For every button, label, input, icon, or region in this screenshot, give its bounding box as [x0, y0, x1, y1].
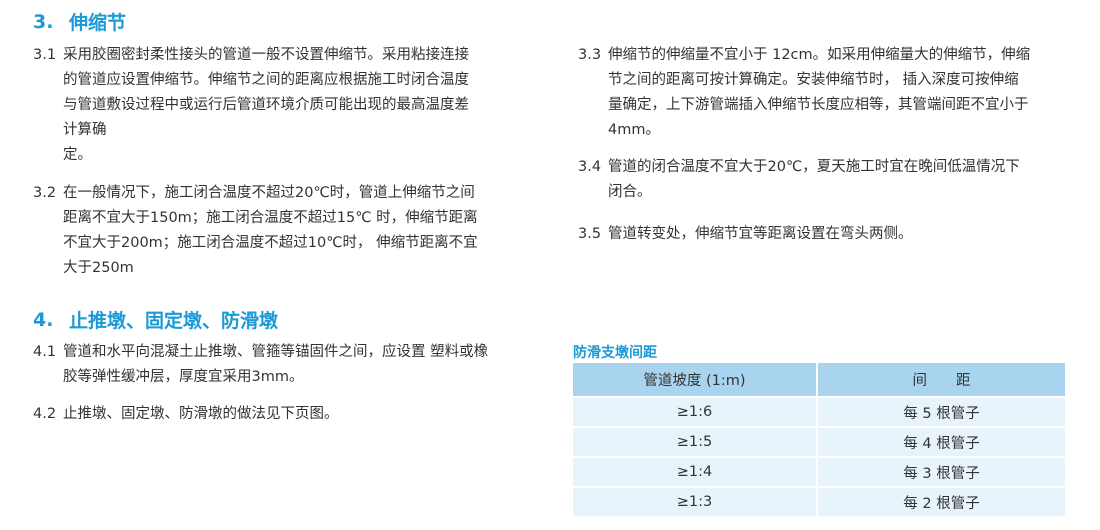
clause-text: 管道和水平向混凝土止推墩、管箍等锚固件之间，应设置 塑料或橡 胶等弹性缓冲层，厚度…: [63, 340, 488, 390]
anti-slip-pier-spacing-table: 管道坡度 (1:m) 间 距 ≥1:6 每 5 根管子 ≥1:5 每 4 根管子 ≥…: [571, 361, 1067, 518]
clause-number: 4.2: [33, 406, 57, 422]
clause-3-5: 3.5 管道转变处，伸缩节宜等距离设置在弯头两侧。: [578, 222, 913, 247]
text-line: 的管道应设置伸缩节。伸缩节之间的距离应根据施工时闭合温度: [63, 72, 469, 88]
clause-4-2: 4.2 止推墩、固定墩、防滑墩的做法见下页图。: [33, 402, 339, 427]
section-4-heading: 4. 止推墩、固定墩、防滑墩: [33, 306, 278, 333]
text-line: 管道和水平向混凝土止推墩、管箍等锚固件之间，应设置 塑料或橡: [63, 344, 489, 360]
clause-3-2: 3.2 在一般情况下，施工闭合温度不超过20℃时，管道上伸缩节之间 距离不宜大于15…: [33, 181, 478, 281]
clause-number: 3.3: [578, 47, 602, 63]
clause-text: 管道转变处，伸缩节宜等距离设置在弯头两侧。: [608, 222, 913, 247]
text-line: 止推墩、固定墩、防滑墩的做法见下页图。: [63, 406, 339, 422]
table-row: ≥1:3 每 2 根管子: [573, 488, 1065, 516]
clause-number: 3.2: [33, 185, 57, 201]
table-title: 防滑支墩间距: [573, 345, 657, 361]
clause-text: 止推墩、固定墩、防滑墩的做法见下页图。: [63, 402, 339, 427]
section-title: 止推墩、固定墩、防滑墩: [69, 310, 279, 332]
clause-4-1: 4.1 管道和水平向混凝土止推墩、管箍等锚固件之间，应设置 塑料或橡 胶等弹性缓冲层…: [33, 340, 488, 390]
text-line: 在一般情况下，施工闭合温度不超过20℃时，管道上伸缩节之间: [63, 185, 475, 201]
text-line: 节之间的距离可按计算确定。安装伸缩节时， 插入深度可按伸缩: [608, 72, 1019, 88]
section-number: 3.: [33, 10, 54, 33]
clause-number: 3.4: [578, 159, 602, 175]
text-line: 伸缩节的伸缩量不宜小于 12cm。如采用伸缩量大的伸缩节，伸缩: [608, 47, 1031, 63]
slope-cell: ≥1:3: [573, 488, 816, 516]
section-title: 伸缩节: [69, 12, 127, 34]
clause-3-4: 3.4 管道的闭合温度不宜大于20℃，夏天施工时宜在晚间低温情况下 闭合。: [578, 155, 1020, 205]
clause-number: 3.1: [33, 47, 57, 63]
text-line: 4mm。: [608, 122, 660, 138]
text-line: 计算确: [63, 122, 107, 138]
clause-text: 采用胶圈密封柔性接头的管道一般不设置伸缩节。采用粘接连接 的管道应设置伸缩节。伸缩…: [63, 43, 469, 168]
clause-3-3: 3.3 伸缩节的伸缩量不宜小于 12cm。如采用伸缩量大的伸缩节，伸缩 节之间的距离…: [578, 43, 1030, 143]
slope-cell: ≥1:5: [573, 428, 816, 456]
spacing-cell: 每 4 根管子: [818, 428, 1065, 456]
text-line: 管道转变处，伸缩节宜等距离设置在弯头两侧。: [608, 226, 913, 242]
text-line: 不宜大于200m；施工闭合温度不超过10℃时， 伸缩节距离不宜: [63, 235, 478, 251]
table-row: ≥1:6 每 5 根管子: [573, 398, 1065, 426]
spacing-cell: 每 2 根管子: [818, 488, 1065, 516]
section-number: 4.: [33, 308, 54, 331]
clause-number: 4.1: [33, 344, 57, 360]
slope-cell: ≥1:4: [573, 458, 816, 486]
column-header-slope: 管道坡度 (1:m): [573, 363, 816, 396]
text-line: 闭合。: [608, 184, 652, 200]
text-line: 采用胶圈密封柔性接头的管道一般不设置伸缩节。采用粘接连接: [63, 47, 469, 63]
spacing-cell: 每 3 根管子: [818, 458, 1065, 486]
text-line: 大于250m: [63, 260, 134, 276]
table-row: ≥1:4 每 3 根管子: [573, 458, 1065, 486]
clause-number: 3.5: [578, 226, 602, 242]
section-3-heading: 3. 伸缩节: [33, 8, 126, 35]
clause-3-1: 3.1 采用胶圈密封柔性接头的管道一般不设置伸缩节。采用粘接连接 的管道应设置伸缩节…: [33, 43, 469, 168]
text-line: 定。: [63, 147, 92, 163]
clause-text: 伸缩节的伸缩量不宜小于 12cm。如采用伸缩量大的伸缩节，伸缩 节之间的距离可按计…: [608, 43, 1030, 143]
text-line: 胶等弹性缓冲层，厚度宜采用3mm。: [63, 369, 304, 385]
column-header-spacing: 间 距: [818, 363, 1065, 396]
table-row: ≥1:5 每 4 根管子: [573, 428, 1065, 456]
slope-cell: ≥1:6: [573, 398, 816, 426]
clause-text: 在一般情况下，施工闭合温度不超过20℃时，管道上伸缩节之间 距离不宜大于150m；…: [63, 181, 478, 281]
spacing-cell: 每 5 根管子: [818, 398, 1065, 426]
text-line: 与管道敷设过程中或运行后管道环境介质可能出现的最高温度差: [63, 97, 469, 113]
clause-text: 管道的闭合温度不宜大于20℃，夏天施工时宜在晚间低温情况下 闭合。: [608, 155, 1020, 205]
text-line: 管道的闭合温度不宜大于20℃，夏天施工时宜在晚间低温情况下: [608, 159, 1020, 175]
text-line: 量确定，上下游管端插入伸缩节长度应相等，其管端间距不宜小于: [608, 97, 1029, 113]
text-line: 距离不宜大于150m；施工闭合温度不超过15℃ 时，伸缩节距离: [63, 210, 478, 226]
